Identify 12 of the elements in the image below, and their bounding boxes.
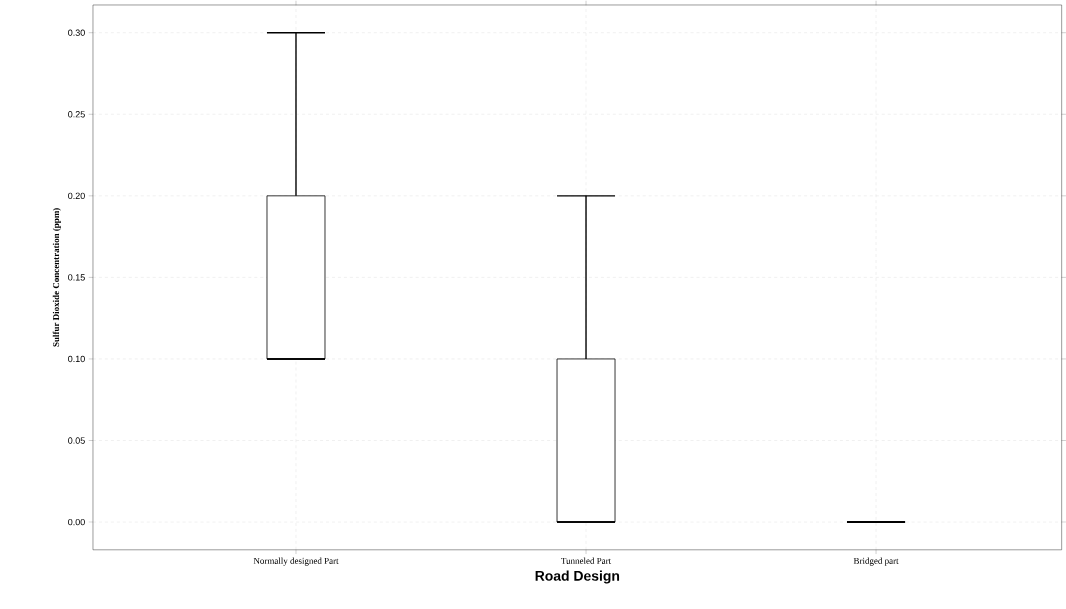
y-tick-label: 0.30 xyxy=(68,29,85,36)
x-tick-label: Normally designed Part xyxy=(253,557,339,566)
y-axis-title: Sulfur Dioxide Concentration (ppm) xyxy=(52,208,61,347)
y-tick-label: 0.25 xyxy=(68,111,85,118)
y-tick-label: 0.00 xyxy=(68,519,85,526)
y-tick-label: 0.05 xyxy=(68,437,85,444)
x-tick-label: Bridged part xyxy=(853,557,899,566)
y-tick-label: 0.10 xyxy=(68,355,85,363)
y-tick-label: 0.20 xyxy=(68,192,85,200)
y-tick-label: 0.15 xyxy=(68,274,85,281)
x-tick-label: Tunneled Part xyxy=(561,557,612,564)
x-axis-title: Road Design xyxy=(535,570,620,584)
